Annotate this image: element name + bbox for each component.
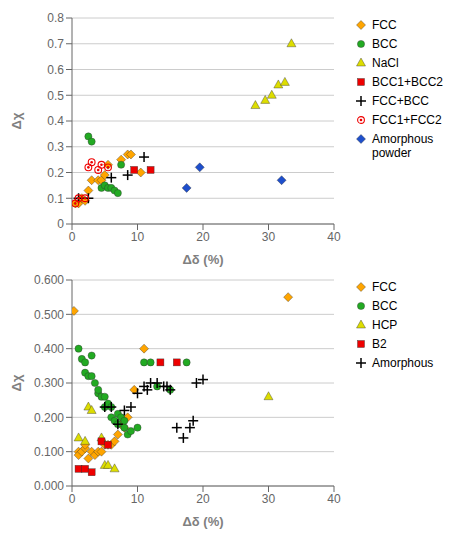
svg-text:10: 10 — [131, 230, 145, 244]
html-text:BCC1+BCC2: BCC1+BCC2 — [372, 75, 443, 89]
html-text:NaCl: NaCl — [372, 56, 399, 70]
html-text:FCC+BCC: FCC+BCC — [372, 94, 429, 108]
svg-text:20: 20 — [196, 492, 210, 506]
svg-text:20: 20 — [196, 230, 210, 244]
svg-text:0: 0 — [69, 230, 76, 244]
svg-text:Δδ (%): Δδ (%) — [182, 252, 223, 267]
html-text:FCC: FCC — [372, 280, 397, 294]
svg-text:0.600: 0.600 — [34, 273, 64, 287]
svg-text:Δχ: Δχ — [9, 374, 24, 391]
svg-text:0.8: 0.8 — [47, 11, 64, 25]
html-text:BCC: BCC — [372, 299, 398, 313]
svg-text:0.300: 0.300 — [34, 376, 64, 390]
html-text:B2: B2 — [372, 337, 387, 351]
svg-text:0.7: 0.7 — [47, 37, 64, 51]
svg-text:40: 40 — [327, 230, 341, 244]
svg-text:0.5: 0.5 — [47, 89, 64, 103]
svg-text:Δχ: Δχ — [9, 112, 24, 129]
html-text:HCP: HCP — [372, 318, 398, 332]
svg-text:0.6: 0.6 — [47, 63, 64, 77]
svg-text:0: 0 — [57, 217, 64, 231]
svg-text:40: 40 — [327, 492, 341, 506]
svg-text:0.200: 0.200 — [34, 411, 64, 425]
html-text:FCC1+FCC2: FCC1+FCC2 — [372, 113, 442, 127]
html-text:Amorphous powder: Amorphous powder — [372, 132, 434, 160]
html-text:Amorphous: Amorphous — [372, 356, 434, 370]
svg-text:0.1: 0.1 — [47, 192, 64, 206]
svg-text:0.4: 0.4 — [47, 114, 64, 128]
svg-text:0.400: 0.400 — [34, 342, 64, 356]
svg-text:0.000: 0.000 — [34, 479, 64, 493]
svg-text:0: 0 — [69, 492, 76, 506]
html-text:BCC: BCC — [372, 37, 398, 51]
svg-text:0.2: 0.2 — [47, 166, 64, 180]
svg-text:0.500: 0.500 — [34, 308, 64, 322]
svg-text:10: 10 — [131, 492, 145, 506]
svg-text:30: 30 — [262, 492, 276, 506]
svg-text:0.3: 0.3 — [47, 140, 64, 154]
svg-text:Δδ (%): Δδ (%) — [182, 514, 223, 529]
svg-text:30: 30 — [262, 230, 276, 244]
html-text:FCC: FCC — [372, 18, 397, 32]
svg-text:0.100: 0.100 — [34, 445, 64, 459]
